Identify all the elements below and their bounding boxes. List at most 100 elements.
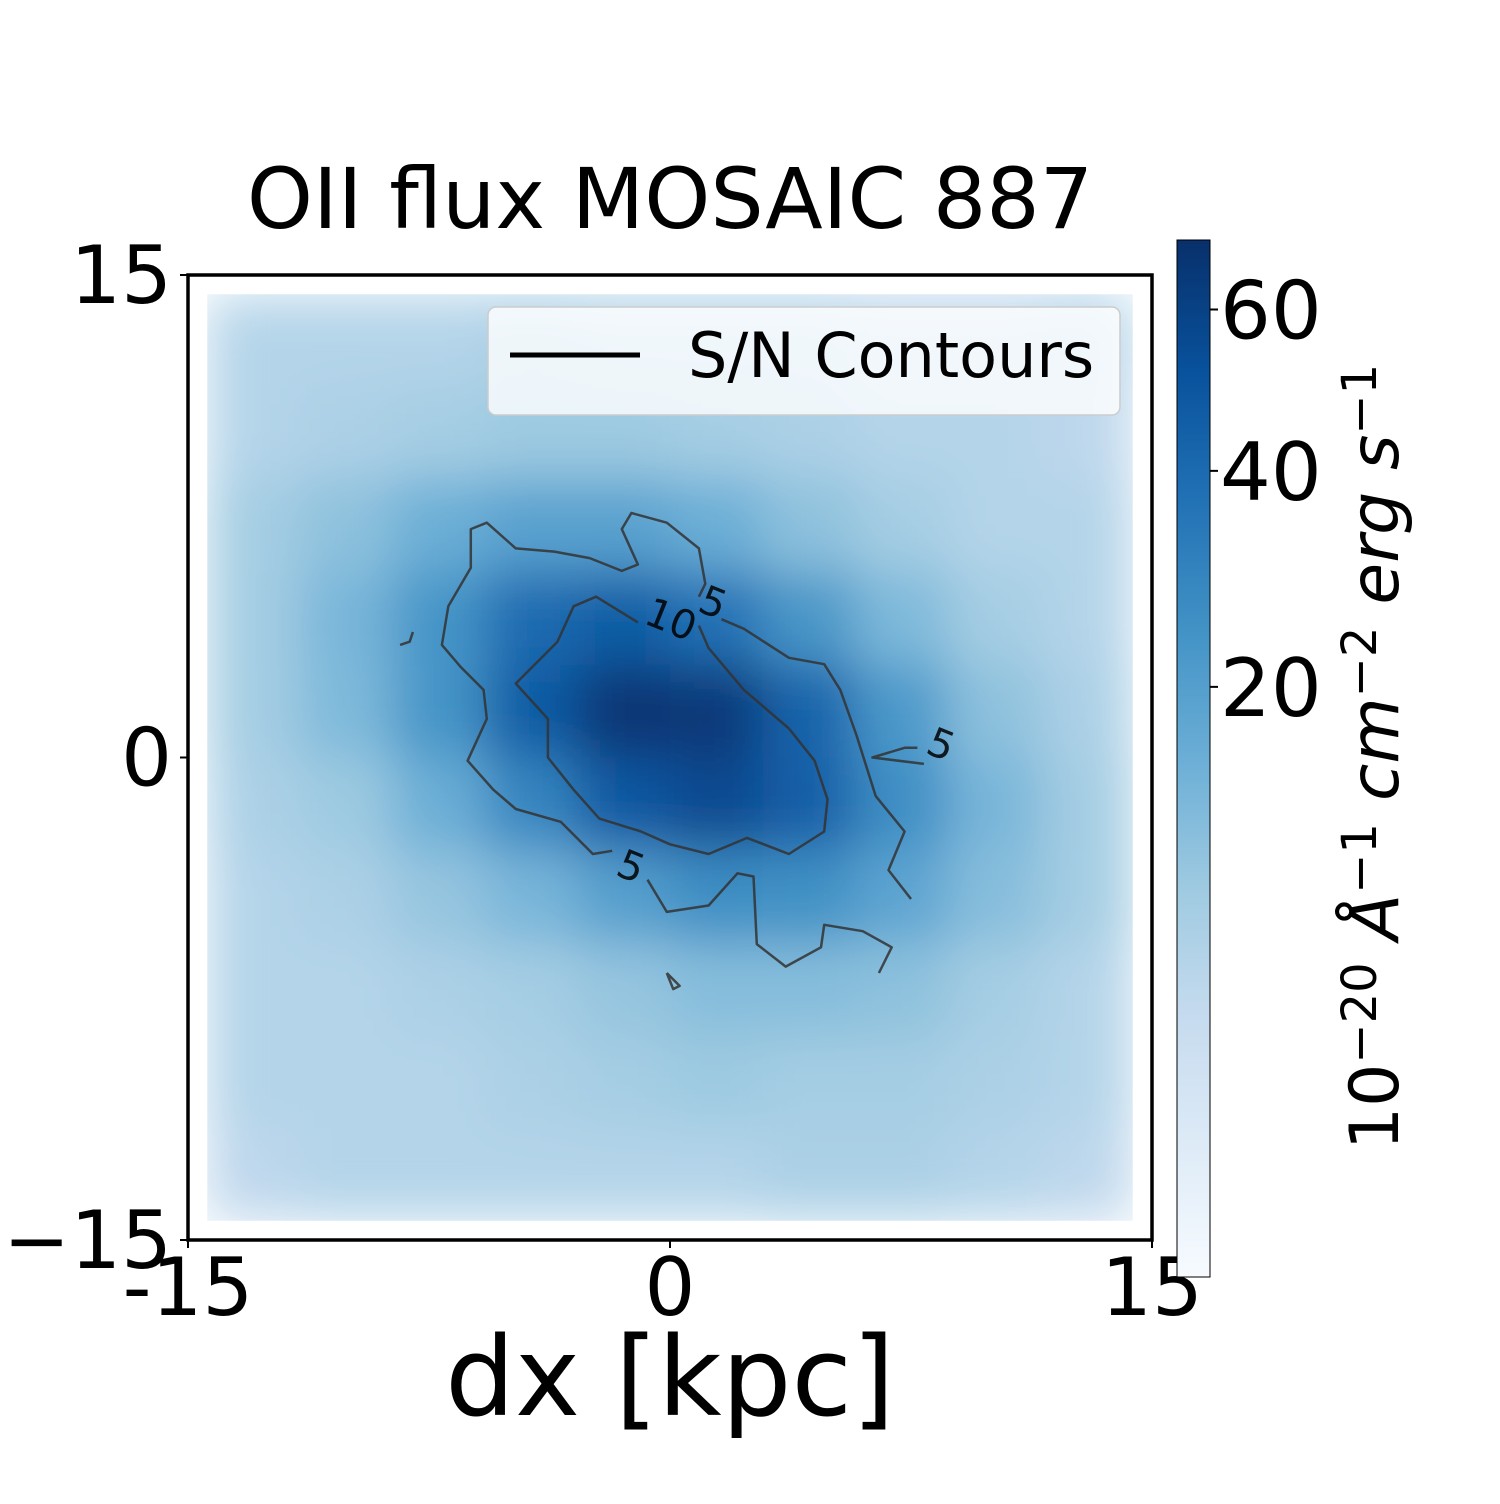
heatmap-cell (577, 664, 671, 759)
heatmap-cell (299, 664, 393, 759)
heatmap-cell (299, 1035, 393, 1129)
heatmap-cell (670, 1128, 764, 1221)
colorbar-label-base: 10 (1336, 1064, 1415, 1151)
heatmap-cell (762, 664, 856, 759)
heatmap-cell (762, 1128, 856, 1221)
heatmap-cell (762, 757, 856, 851)
heatmap-cell (207, 572, 301, 666)
heatmap-cell (299, 942, 393, 1037)
y-tick-label: −15 (3, 1194, 172, 1287)
contour-line (399, 631, 415, 647)
heatmap-cell (392, 294, 486, 388)
y-tick-label: 0 (121, 712, 172, 805)
heatmap-cell (670, 479, 764, 573)
heatmap-cell (577, 1128, 671, 1221)
heatmap-cell (577, 942, 671, 1037)
heatmap-cell (670, 572, 764, 666)
heatmap-cell (947, 1035, 1041, 1129)
heatmap-cell (392, 664, 486, 759)
heatmap-cell (577, 757, 671, 851)
heatmap-cell (392, 942, 486, 1037)
contour-line (871, 746, 925, 766)
heatmap-cell (299, 757, 393, 851)
heatmap-cell (299, 294, 393, 388)
heatmap-cell (392, 1128, 486, 1221)
y-tick-label: 15 (70, 229, 172, 322)
heatmap-cell (299, 386, 393, 481)
heatmap-cell (855, 572, 949, 666)
heatmap (207, 294, 1133, 1221)
colorbar-tick-label: 60 (1220, 264, 1322, 357)
colorbar-label: 10−20Å−1cm−2erg s−1 (1332, 364, 1415, 1150)
contour-line (646, 872, 893, 974)
colorbar-label-sup: −20 (1332, 962, 1388, 1063)
heatmap-cell (947, 664, 1041, 759)
heatmap-cell (484, 942, 579, 1037)
heatmap-cell (392, 572, 486, 666)
heatmap-cell (484, 1128, 579, 1221)
heatmap-cell (670, 942, 764, 1037)
heatmap-cell (207, 386, 301, 481)
colorbar-label-sup: −1 (1332, 823, 1388, 894)
colorbar-label-base: cm (1336, 697, 1415, 801)
contour-line (514, 595, 829, 856)
colorbar (1176, 239, 1211, 1278)
heatmap-cell (855, 757, 949, 851)
heatmap-cell (762, 572, 856, 666)
heatmap-cell (299, 572, 393, 666)
heatmap-cell (855, 1128, 949, 1221)
heatmap-cell (855, 479, 949, 573)
heatmap-cell (762, 479, 856, 573)
heatmap-cell (484, 664, 579, 759)
heatmap-cell (207, 942, 301, 1037)
heatmap-cell (1040, 664, 1133, 759)
colorbar-label-sup: −2 (1332, 627, 1388, 698)
heatmap-cell (855, 1035, 949, 1129)
contour-line (440, 511, 707, 856)
heatmap-cell (947, 850, 1041, 944)
heatmap-cell (207, 664, 301, 759)
legend-label: S/N Contours (688, 319, 1094, 392)
heatmap-cell (670, 664, 764, 759)
contour-line (720, 618, 912, 900)
heatmap-cell (484, 757, 579, 851)
legend: S/N Contours (487, 306, 1121, 416)
heatmap-cell (947, 1128, 1041, 1221)
heatmap-cell (207, 757, 301, 851)
heatmap-cell (1040, 1035, 1133, 1129)
heatmap-clip (207, 294, 1133, 1221)
heatmap-cell (670, 757, 764, 851)
heatmap-cell (577, 572, 671, 666)
heatmap-cell (299, 479, 393, 573)
x-tick-label: -15 (123, 1241, 254, 1334)
colorbar-label-base: erg s (1336, 435, 1415, 605)
heatmap-cell (1040, 572, 1133, 666)
heatmap-cell (299, 850, 393, 944)
heatmap-cell (947, 757, 1041, 851)
contour-line (665, 972, 681, 991)
heatmap-cell (207, 294, 301, 388)
heatmap-cell (1040, 942, 1133, 1037)
heatmap-cell (1040, 757, 1133, 851)
legend-box (487, 306, 1121, 416)
heatmap-cell (1040, 1128, 1133, 1221)
heatmap-cell (392, 757, 486, 851)
heatmap-cell (855, 664, 949, 759)
heatmap-cell (392, 1035, 486, 1129)
heatmap-cell (855, 942, 949, 1037)
heatmap-cell (762, 1035, 856, 1129)
heatmap-cell (762, 850, 856, 944)
heatmap-cell (484, 1035, 579, 1129)
heatmap-cell (762, 942, 856, 1037)
heatmap-cell (947, 942, 1041, 1037)
colorbar-tick-label: 40 (1220, 426, 1322, 519)
colorbar-tick-label: 20 (1220, 642, 1322, 735)
heatmap-cell (670, 1035, 764, 1129)
heatmap-cell (1040, 479, 1133, 573)
colorbar-label-sup: −1 (1332, 364, 1388, 435)
heatmap-cell (577, 850, 671, 944)
heatmap-cell (947, 572, 1041, 666)
x-axis-label: dx [kpc] (445, 1313, 895, 1441)
